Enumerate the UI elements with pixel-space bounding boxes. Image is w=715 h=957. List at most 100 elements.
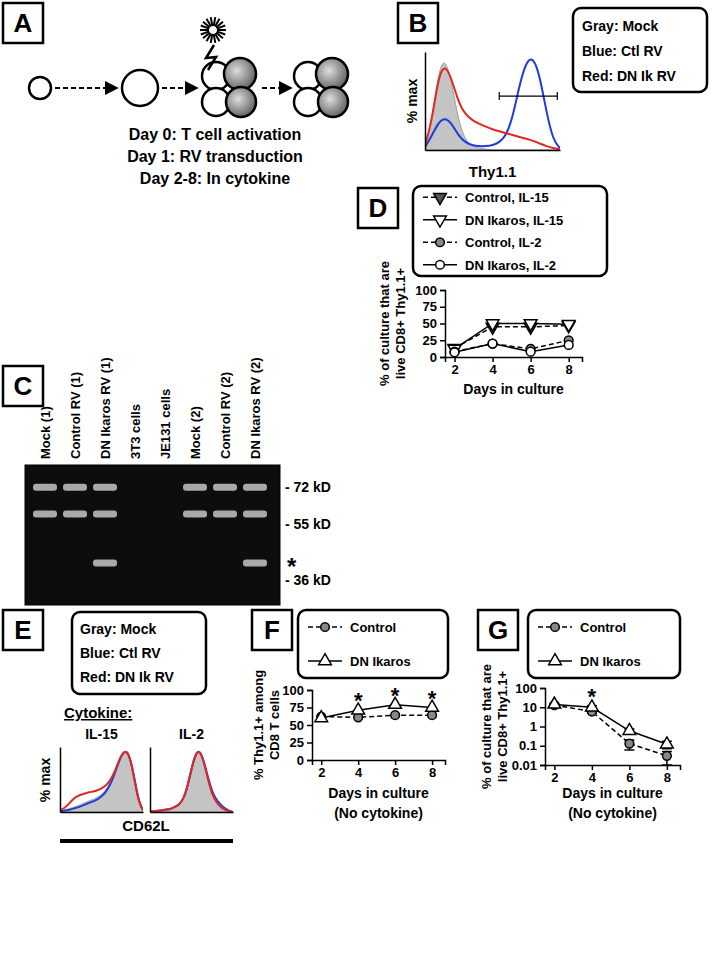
legend-box: [573, 8, 707, 92]
band: [183, 511, 207, 518]
legend-entry: Control, IL-2: [423, 235, 542, 250]
y-tick-mark: [307, 725, 312, 727]
point: [488, 339, 497, 348]
blot-frame: [25, 465, 280, 605]
point: [548, 697, 561, 708]
series-line: [321, 715, 432, 717]
x-axis: [426, 150, 561, 151]
y-tick: 100: [415, 283, 445, 298]
marker-label: - 72 kD: [285, 479, 331, 495]
x-tick-label: 8: [664, 770, 671, 785]
y-axis-title: % of culture that are: [479, 664, 494, 789]
lane-label: Mock (2): [188, 406, 203, 459]
point: [661, 737, 674, 748]
legend-text: Gray: Mock: [582, 18, 658, 34]
y-tick-label: 0: [297, 753, 304, 768]
y-tick: 50: [423, 316, 445, 331]
lane-label: Control RV (2): [218, 372, 233, 459]
y-tick-label: 10: [523, 700, 537, 715]
band: [213, 484, 237, 491]
y-tick: 1: [530, 719, 545, 734]
y-tick-mark: [540, 765, 545, 767]
legend-marker: [436, 260, 445, 269]
y-tick: 10: [523, 700, 545, 715]
y-tick-label: 100: [515, 681, 537, 696]
y-tick-label: 25: [290, 735, 304, 750]
legend-text: DN Ikaros, IL-2: [465, 258, 556, 273]
x-tick-label: 8: [566, 362, 573, 377]
x-tick: 6: [392, 760, 399, 780]
band: [93, 511, 117, 518]
arrow: [262, 87, 290, 89]
x-axis: 2 4 6 8: [446, 357, 583, 377]
y-tick-mark: [540, 746, 545, 748]
legend-marker: [551, 623, 560, 632]
panel-letter: A: [3, 3, 43, 43]
x-axis: [61, 812, 144, 813]
legend-text: Gray: Mock: [80, 621, 156, 637]
y-tick-label: 100: [282, 683, 304, 698]
band: [243, 484, 267, 491]
plot-area: [548, 697, 673, 765]
band: [63, 511, 87, 518]
histogram-line: [60, 752, 143, 810]
x-tick-label: 2: [451, 362, 458, 377]
y-tick-label: 0.1: [519, 738, 537, 753]
lane-label: 3T3 cells: [128, 404, 143, 459]
y-tick-mark: [307, 760, 312, 762]
band: [93, 560, 117, 567]
marker-label: - 55 kD: [285, 516, 331, 532]
point: [663, 751, 672, 760]
x-tick-label: 8: [429, 765, 436, 780]
legend-text: DN Ikaros, IL-15: [465, 213, 563, 228]
x-tick: 4: [589, 765, 597, 785]
panel-letter-box: [3, 3, 43, 43]
panel-letter-text: E: [14, 615, 31, 645]
x-tick-label: 2: [551, 770, 558, 785]
y-axis: [425, 53, 426, 151]
x-axis: [151, 812, 234, 813]
x-tick-label: 4: [589, 770, 597, 785]
y-tick-label: 0.01: [512, 758, 537, 773]
y-axis-title: % max: [404, 79, 420, 124]
y-axis: 0.01 0.1 1 10 100: [512, 681, 546, 773]
diagram: Day 0: T cell activationDay 1: RV transd…: [29, 17, 348, 187]
x-tick: 8: [664, 765, 671, 785]
y-tick-mark: [440, 323, 445, 325]
gate: [499, 92, 557, 100]
x-tick-label: 6: [528, 362, 535, 377]
x-tick: 4: [489, 357, 497, 377]
legend-entry: Control: [308, 620, 396, 635]
panel-letter: G: [478, 610, 518, 650]
y-axis-title: % max: [37, 758, 53, 803]
burst-ray: [214, 34, 216, 43]
y-tick-label: 0: [430, 350, 437, 365]
panel-letter: F: [252, 610, 292, 650]
y-axis: 0255075100: [415, 283, 445, 365]
panel-letter: E: [3, 610, 43, 650]
y-axis-title: CD8 T cells: [267, 690, 282, 760]
panel-letter-box: [358, 188, 398, 228]
band: [63, 484, 87, 491]
x-tick: 2: [451, 357, 458, 377]
band: [243, 511, 267, 518]
burst-ray: [211, 17, 213, 26]
y-tick-mark: [440, 290, 445, 292]
panel-letter-text: G: [488, 615, 508, 645]
y-tick: 100: [282, 683, 312, 698]
error-bar-cap: [624, 749, 634, 751]
y-axis-title: % of culture that are: [377, 261, 392, 386]
panel-letter-box: [478, 610, 518, 650]
legend-marker: [549, 654, 562, 665]
blot-bands: [33, 484, 267, 567]
gate-end: [499, 92, 500, 100]
error-bar: [624, 740, 634, 750]
y-axis-line: [425, 53, 427, 151]
facet-title: IL-15: [85, 726, 118, 742]
x-axis-title: Days in culture: [463, 381, 564, 397]
x-axis-line: [446, 358, 583, 363]
burst-ray: [201, 31, 209, 34]
annotation: *: [354, 688, 363, 713]
point: [428, 711, 437, 720]
panel-letter-text: F: [264, 615, 280, 645]
